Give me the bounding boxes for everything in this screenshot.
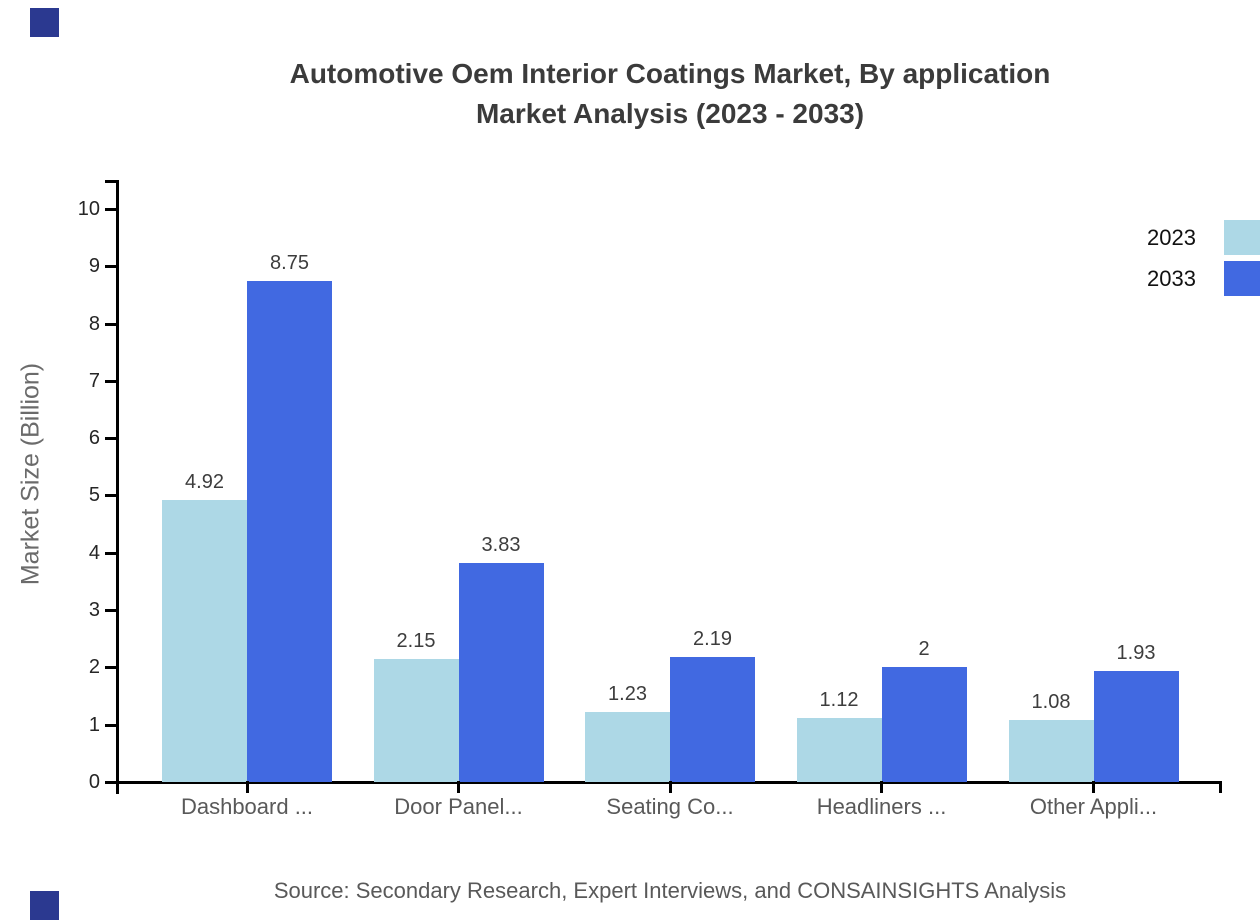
y-tick bbox=[105, 609, 119, 612]
y-tick-label: 6 bbox=[88, 427, 100, 449]
chart-title: Automotive Oem Interior Coatings Market,… bbox=[80, 54, 1260, 134]
y-tick-label: 0 bbox=[88, 771, 100, 793]
y-tick-label: 9 bbox=[88, 255, 100, 277]
bar-2023 bbox=[1008, 720, 1094, 782]
bar-value-label: 2 bbox=[918, 638, 930, 660]
source-note: Source: Secondary Research, Expert Inter… bbox=[273, 878, 1067, 903]
bar-2033 bbox=[670, 657, 755, 782]
bar-2033 bbox=[881, 667, 967, 782]
bar-value-label: 1.93 bbox=[1116, 642, 1156, 664]
corner-brand-square-top-left bbox=[30, 8, 59, 37]
bar-value-label: 1.08 bbox=[1031, 691, 1071, 713]
x-axis-right-cap bbox=[1219, 781, 1222, 793]
x-tick bbox=[457, 781, 460, 793]
y-tick bbox=[105, 552, 119, 555]
y-tick-label: 4 bbox=[88, 542, 100, 564]
x-tick bbox=[245, 781, 249, 793]
x-tick bbox=[1092, 781, 1095, 793]
bar-2033 bbox=[247, 281, 332, 782]
y-tick bbox=[105, 265, 119, 268]
y-tick bbox=[105, 724, 119, 727]
bar-2023 bbox=[162, 500, 247, 782]
y-tick-label: 8 bbox=[88, 313, 100, 335]
y-tick bbox=[105, 437, 119, 440]
bar-2023 bbox=[373, 659, 459, 782]
y-tick-label: 5 bbox=[88, 484, 100, 506]
bar-value-label: 3.83 bbox=[481, 534, 521, 556]
y-tick-label: 1 bbox=[88, 714, 100, 736]
y-tick bbox=[105, 781, 119, 784]
bar-2033 bbox=[1093, 671, 1179, 782]
category-label: Headliners ... bbox=[816, 794, 947, 819]
chart-title-line2: Market Analysis (2023 - 2033) bbox=[475, 98, 865, 129]
y-tick-label: 7 bbox=[88, 370, 100, 392]
chart-title-line1: Automotive Oem Interior Coatings Market,… bbox=[289, 58, 1051, 89]
bar-value-label: 1.23 bbox=[608, 683, 647, 705]
bar-value-label: 4.92 bbox=[185, 471, 224, 493]
x-tick bbox=[880, 781, 883, 793]
y-tick-label: 10 bbox=[77, 198, 100, 220]
y-tick bbox=[105, 380, 119, 383]
y-tick bbox=[105, 323, 119, 326]
category-label: Door Panel... bbox=[394, 794, 523, 819]
corner-brand-square-bottom-left bbox=[30, 891, 59, 920]
bar-2023 bbox=[796, 718, 882, 782]
y-tick-label: 2 bbox=[88, 656, 100, 678]
y-tick bbox=[105, 494, 119, 497]
bar-value-label: 2.19 bbox=[693, 628, 732, 650]
category-label: Other Appli... bbox=[1029, 794, 1158, 819]
bar-2033 bbox=[458, 563, 544, 782]
bar-value-label: 8.75 bbox=[270, 252, 309, 274]
bar-value-label: 2.15 bbox=[396, 630, 436, 652]
y-tick bbox=[105, 208, 119, 211]
category-label: Seating Co... bbox=[606, 794, 734, 819]
y-tick bbox=[105, 666, 119, 669]
x-tick bbox=[668, 781, 672, 793]
bar-2023 bbox=[585, 712, 670, 782]
y-axis-spine bbox=[116, 180, 119, 794]
category-label: Dashboard ... bbox=[180, 794, 314, 819]
y-axis-top-cap bbox=[105, 180, 119, 183]
y-tick-label: 3 bbox=[88, 599, 100, 621]
bar-value-label: 1.12 bbox=[819, 689, 859, 711]
